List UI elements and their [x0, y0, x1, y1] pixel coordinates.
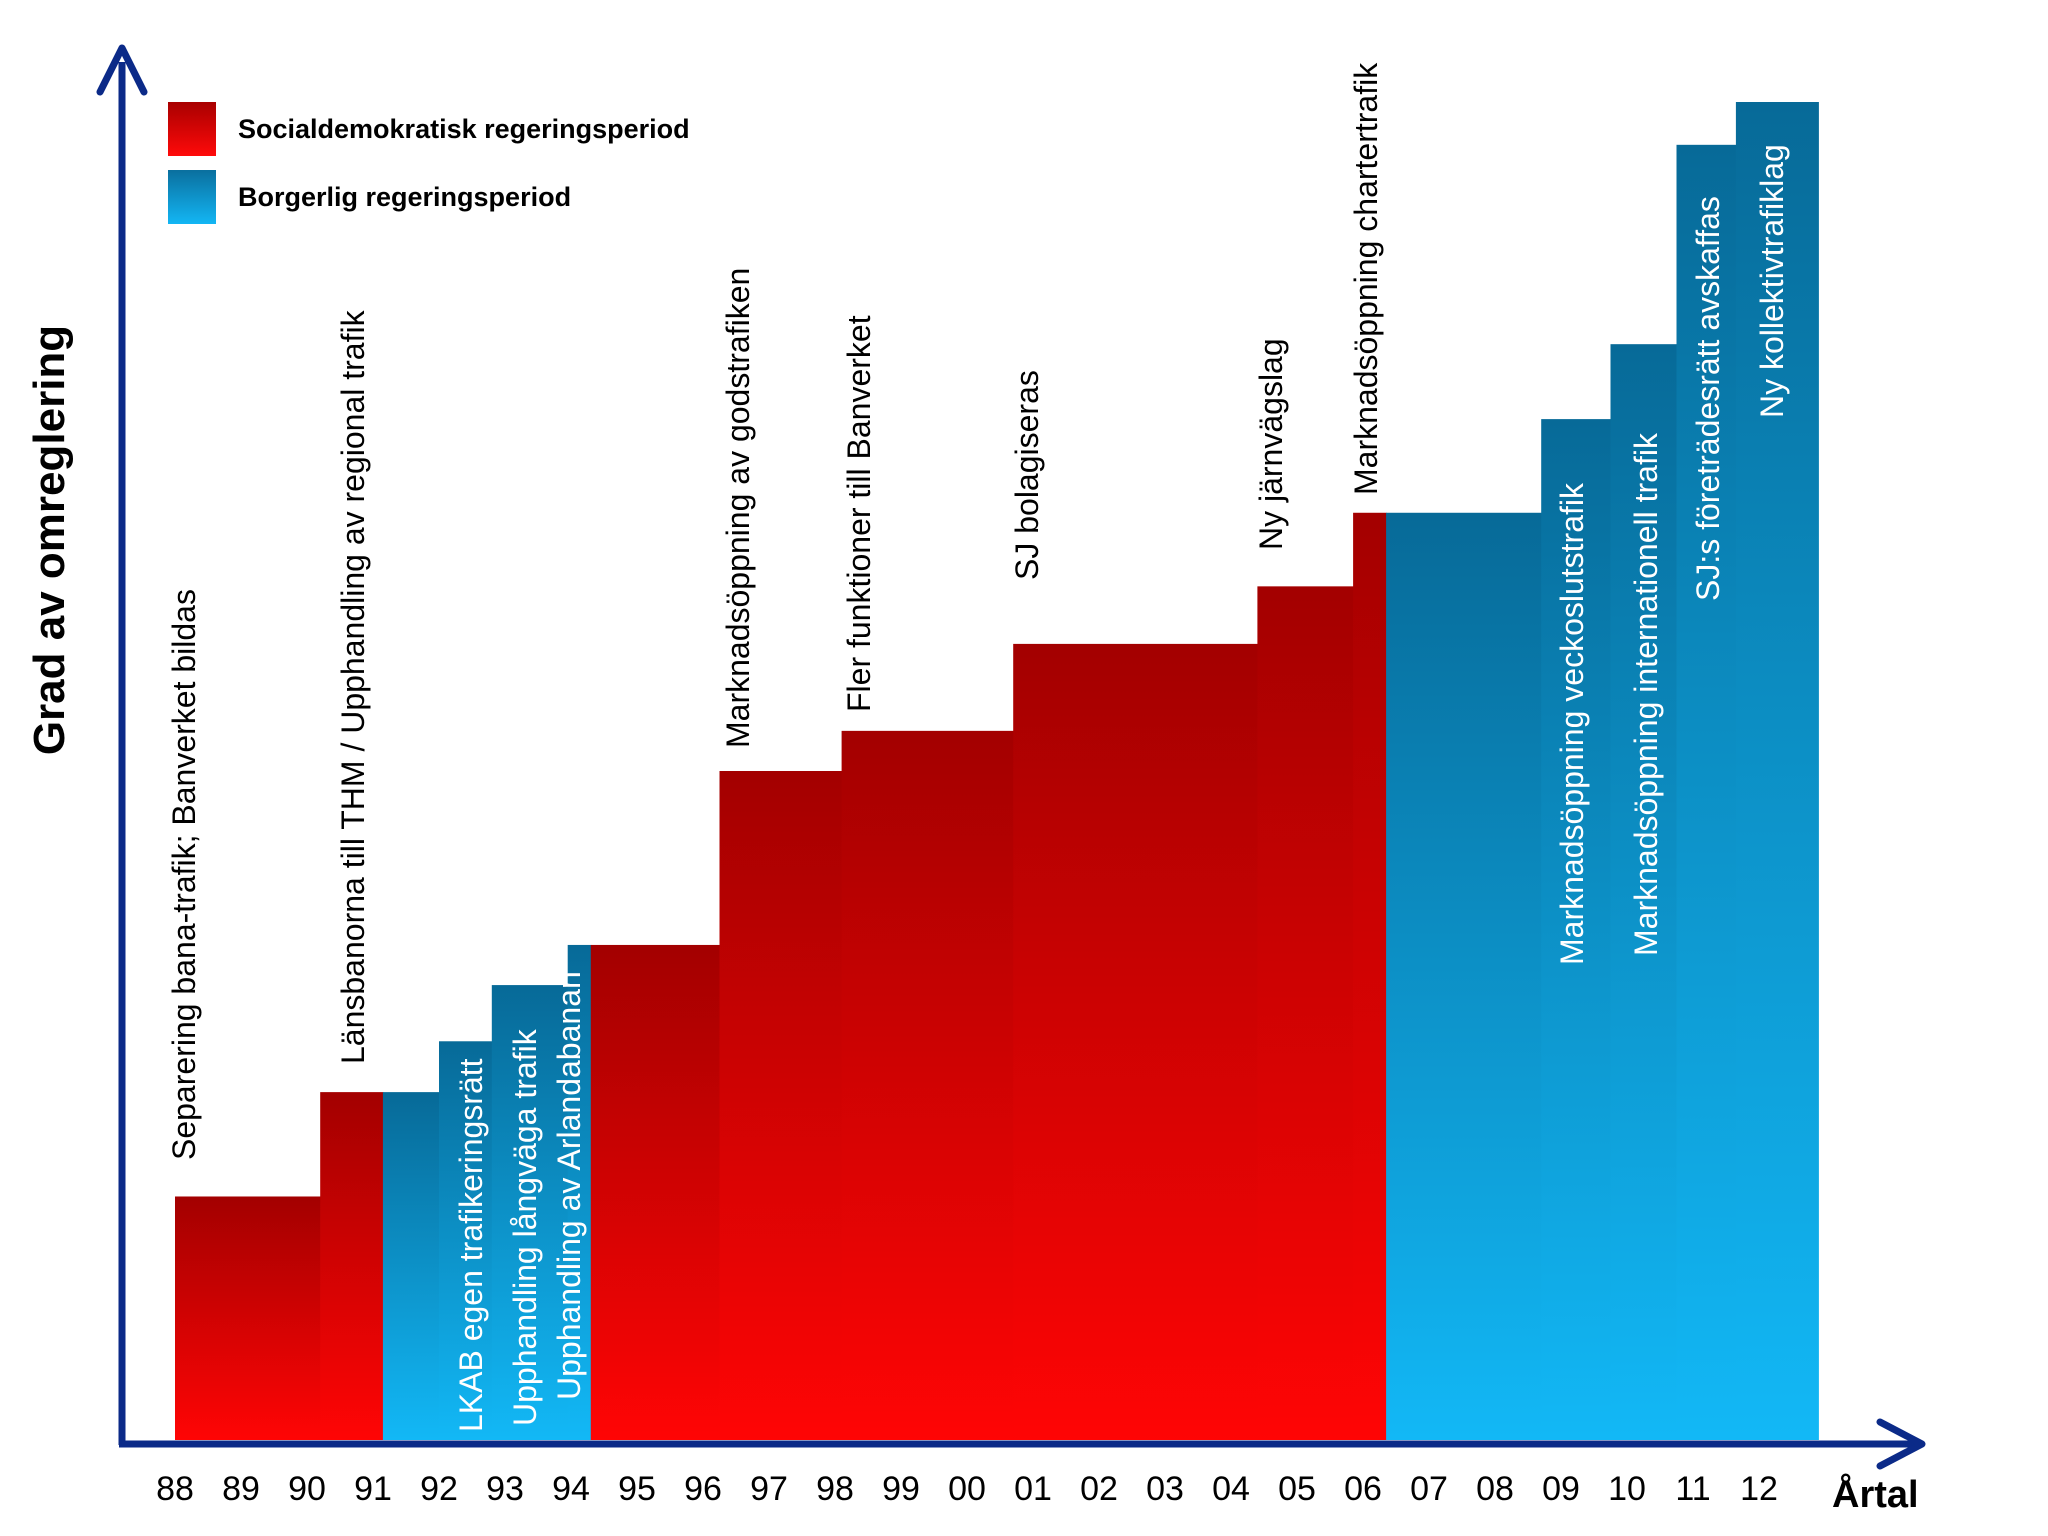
step-bar-11	[1353, 512, 1387, 1440]
step-bar-16	[1735, 102, 1819, 1440]
x-tick-88: 88	[156, 1470, 194, 1508]
step-label-5: Upphandling av Arlandabanan	[551, 971, 587, 1400]
step-label-16: Ny kollektivtrafiklag	[1754, 144, 1790, 418]
x-tick-96: 96	[684, 1470, 722, 1508]
x-tick-02: 02	[1080, 1470, 1118, 1508]
x-tick-04: 04	[1212, 1470, 1250, 1508]
x-tick-89: 89	[222, 1470, 260, 1508]
y-axis-arrow	[96, 44, 148, 96]
x-tick-99: 99	[882, 1470, 920, 1508]
step-bar-10	[1257, 586, 1354, 1440]
y-axis-title: Grad av omreglering	[25, 324, 74, 756]
step-bar-2	[382, 1092, 440, 1440]
step-label-13: Marknadsöppning veckoslutstrafik	[1554, 482, 1590, 965]
bars-group	[175, 102, 1819, 1441]
step-bar-4	[491, 985, 569, 1440]
x-axis-arrow	[1876, 1418, 1926, 1470]
step-label-8: Fler funktioner till Banverket	[841, 315, 877, 712]
step-label-0: Separering bana-trafik; Banverket bildas	[166, 589, 202, 1160]
legend-label-blue: Borgerlig regeringsperiod	[238, 181, 572, 212]
step-label-4: Upphandling långväga trafik	[507, 1028, 543, 1426]
step-label-3: LKAB egen trafikeringsrätt	[453, 1058, 489, 1432]
step-bar-0	[175, 1196, 321, 1440]
step-bar-6	[590, 944, 720, 1440]
x-tick-08: 08	[1476, 1470, 1514, 1508]
step-label-10: Ny järnvägslag	[1253, 338, 1289, 550]
x-axis-title: Årtal	[1832, 1474, 1919, 1516]
step-label-11: Marknadsöppning chartertrafik	[1348, 62, 1384, 495]
x-tick-01: 01	[1014, 1470, 1052, 1508]
x-tick-94: 94	[552, 1470, 590, 1508]
x-tick-98: 98	[816, 1470, 854, 1508]
x-tick-92: 92	[420, 1470, 458, 1508]
step-bar-9	[1013, 643, 1258, 1440]
step-bar-3	[439, 1041, 493, 1440]
step-label-9: SJ bolagiseras	[1009, 370, 1045, 580]
step-bar-7	[719, 771, 843, 1440]
step-bar-14	[1610, 344, 1677, 1441]
x-tick-91: 91	[354, 1470, 392, 1508]
step-bar-8	[841, 730, 1014, 1440]
legend-item-red: Socialdemokratisk regeringsperiod	[168, 102, 690, 156]
x-tick-07: 07	[1410, 1470, 1448, 1508]
x-tick-12: 12	[1740, 1470, 1778, 1508]
x-tick-labels: 88 89 90 91 92 93 94 95 96 97 98 99 00 01 02 03 04 05 06 07…	[156, 1470, 1778, 1508]
step-bar-1	[320, 1092, 384, 1440]
x-tick-06: 06	[1344, 1470, 1382, 1508]
step-bar-12	[1386, 512, 1542, 1440]
step-label-1: Länsbanorna till THM / Upphandling av re…	[335, 309, 371, 1064]
x-tick-90: 90	[288, 1470, 326, 1508]
x-tick-00: 00	[948, 1470, 986, 1508]
step-bar-15	[1676, 144, 1737, 1440]
x-tick-10: 10	[1608, 1470, 1646, 1508]
x-tick-97: 97	[750, 1470, 788, 1508]
axes-group	[96, 44, 1926, 1470]
x-tick-05: 05	[1278, 1470, 1316, 1508]
x-tick-03: 03	[1146, 1470, 1184, 1508]
x-tick-95: 95	[618, 1470, 656, 1508]
legend-label-red: Socialdemokratisk regeringsperiod	[238, 113, 690, 144]
legend-swatch-red	[168, 102, 216, 156]
x-tick-93: 93	[486, 1470, 524, 1508]
step-label-15: SJ:s företrädesrätt avskaffas	[1690, 196, 1726, 601]
x-tick-11: 11	[1675, 1470, 1710, 1508]
step-bar-5	[567, 944, 592, 1440]
step-bar-13	[1541, 419, 1611, 1441]
step-annotations: Separering bana-trafik; Banverket bildas…	[166, 62, 1790, 1432]
legend-item-blue: Borgerlig regeringsperiod	[168, 170, 571, 224]
step-label-7: Marknadsöppning av godstrafiken	[720, 268, 756, 748]
legend-swatch-blue	[168, 170, 216, 224]
step-label-14: Marknadsöppning internationell trafik	[1628, 432, 1664, 956]
x-tick-09: 09	[1542, 1470, 1580, 1508]
